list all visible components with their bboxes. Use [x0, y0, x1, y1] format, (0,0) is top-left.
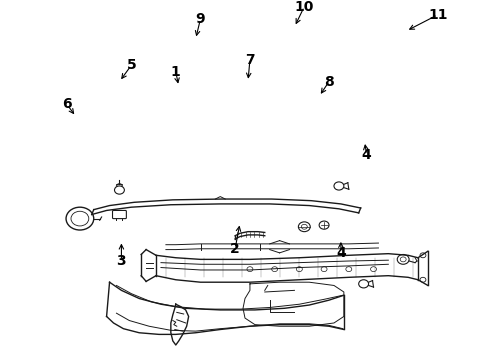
Text: 3: 3: [116, 254, 126, 268]
FancyBboxPatch shape: [112, 211, 126, 219]
Text: 4: 4: [361, 148, 371, 162]
Text: 7: 7: [244, 53, 254, 67]
Text: 8: 8: [324, 75, 333, 89]
Text: 6: 6: [62, 98, 72, 112]
Text: 4: 4: [335, 246, 345, 260]
Text: 5: 5: [126, 58, 136, 72]
Text: 9: 9: [195, 12, 205, 26]
Text: 10: 10: [294, 0, 313, 14]
Text: 11: 11: [427, 8, 447, 22]
Text: 1: 1: [171, 65, 180, 79]
Text: 2: 2: [230, 242, 240, 256]
